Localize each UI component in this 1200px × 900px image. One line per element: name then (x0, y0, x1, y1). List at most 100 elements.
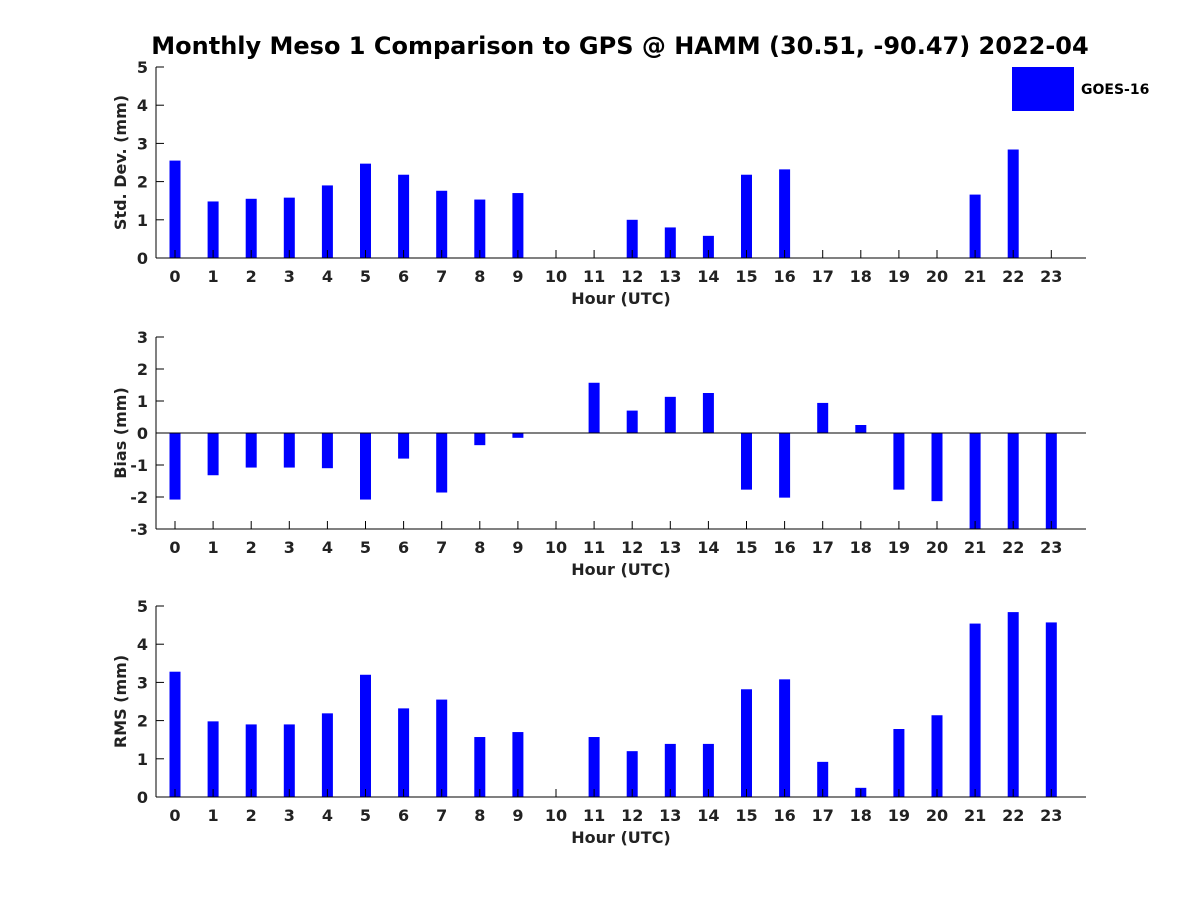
bar-hour-3 (283, 197, 295, 258)
x-tick-label: 18 (850, 806, 872, 825)
y-tick-label: 1 (137, 392, 148, 411)
bar-hour-21 (969, 194, 981, 258)
x-tick-label: 2 (246, 538, 257, 557)
x-tick-label: 5 (360, 806, 371, 825)
x-tick-label: 23 (1040, 267, 1062, 286)
bar-hour-5 (360, 163, 371, 258)
bar-hour-11 (588, 737, 600, 797)
bar-hour-20 (931, 433, 943, 502)
x-tick-label: 22 (1002, 267, 1024, 286)
bar-hour-13 (664, 227, 676, 258)
bar-hour-4 (321, 433, 333, 469)
legend-label: GOES-16 (1081, 82, 1149, 98)
y-tick-label: 2 (137, 360, 148, 379)
x-tick-label: 1 (208, 806, 219, 825)
y-tick-label: 0 (137, 424, 148, 443)
bar-hour-17 (817, 761, 829, 797)
bar-hour-6 (398, 433, 410, 459)
x-tick-label: 5 (360, 267, 371, 286)
x-tick-label: 15 (735, 806, 757, 825)
x-tick-label: 9 (512, 806, 523, 825)
bar-hour-21 (969, 433, 981, 529)
x-tick-label: 10 (545, 538, 567, 557)
x-tick-label: 3 (284, 806, 295, 825)
x-tick-label: 15 (735, 267, 757, 286)
x-tick-label: 11 (583, 806, 605, 825)
bar-hour-12 (626, 410, 638, 433)
chart-title: Monthly Meso 1 Comparison to GPS @ HAMM … (151, 32, 1088, 60)
x-tick-label: 22 (1002, 538, 1024, 557)
x-tick-label: 2 (246, 267, 257, 286)
x-tick-label: 11 (583, 267, 605, 286)
bar-hour-15 (741, 433, 752, 490)
bar-hour-7 (436, 190, 448, 258)
bar-hour-8 (474, 433, 486, 446)
x-tick-label: 7 (436, 267, 447, 286)
bar-hour-19 (893, 729, 905, 797)
bar-hour-13 (664, 743, 676, 797)
x-tick-label: 16 (773, 806, 795, 825)
bar-hour-8 (474, 199, 486, 258)
y-tick-label: 4 (137, 635, 148, 654)
x-tick-label: 8 (474, 267, 485, 286)
x-tick-label: 14 (697, 267, 719, 286)
x-tick-label: 16 (773, 538, 795, 557)
bar-hour-9 (512, 193, 524, 258)
x-tick-label: 12 (621, 806, 643, 825)
x-tick-label: 12 (621, 538, 643, 557)
y-tick-label: 0 (137, 788, 148, 807)
x-tick-label: 21 (964, 538, 986, 557)
bar-hour-9 (512, 433, 524, 438)
bar-hour-22 (1007, 433, 1019, 529)
x-tick-label: 10 (545, 806, 567, 825)
x-tick-label: 12 (621, 267, 643, 286)
x-tick-label: 9 (512, 538, 523, 557)
bar-hour-0 (169, 671, 181, 797)
bar-hour-2 (245, 433, 257, 468)
y-tick-label: 2 (137, 173, 148, 192)
bar-hour-23 (1045, 622, 1057, 797)
x-tick-label: 16 (773, 267, 795, 286)
bar-hour-0 (169, 433, 181, 500)
x-tick-label: 0 (169, 806, 180, 825)
bar-hour-16 (779, 169, 791, 258)
y-tick-label: -2 (130, 488, 148, 507)
bar-hour-15 (741, 689, 752, 797)
bar-hour-7 (436, 433, 448, 493)
x-tick-label: 1 (208, 538, 219, 557)
bar-hour-9 (512, 732, 524, 797)
bar-hour-14 (702, 393, 714, 433)
x-tick-label: 23 (1040, 806, 1062, 825)
legend-swatch (1012, 67, 1074, 111)
bar-hour-17 (817, 402, 829, 433)
x-tick-label: 8 (474, 538, 485, 557)
x-tick-label: 19 (888, 267, 910, 286)
x-tick-label: 22 (1002, 806, 1024, 825)
bar-hour-23 (1045, 433, 1057, 529)
bar-hour-21 (969, 623, 981, 797)
bar-hour-15 (741, 174, 752, 258)
x-tick-label: 17 (812, 267, 834, 286)
bar-hour-4 (321, 185, 333, 258)
bar-hour-3 (283, 724, 295, 797)
bar-hour-7 (436, 699, 448, 797)
y-tick-label: 3 (137, 328, 148, 347)
x-tick-label: 7 (436, 806, 447, 825)
x-tick-label: 23 (1040, 538, 1062, 557)
bar-hour-20 (931, 715, 943, 797)
x-tick-label: 21 (964, 267, 986, 286)
x-tick-label: 14 (697, 538, 719, 557)
x-tick-label: 6 (398, 538, 409, 557)
x-tick-label: 10 (545, 267, 567, 286)
bar-hour-16 (779, 679, 791, 797)
x-tick-label: 13 (659, 538, 681, 557)
x-tick-label: 9 (512, 267, 523, 286)
legend: GOES-16 (1012, 67, 1149, 111)
bar-hour-6 (398, 174, 410, 258)
x-tick-label: 13 (659, 267, 681, 286)
bar-hour-1 (207, 721, 219, 797)
bar-hour-1 (207, 433, 219, 476)
bar-hour-1 (207, 201, 219, 258)
